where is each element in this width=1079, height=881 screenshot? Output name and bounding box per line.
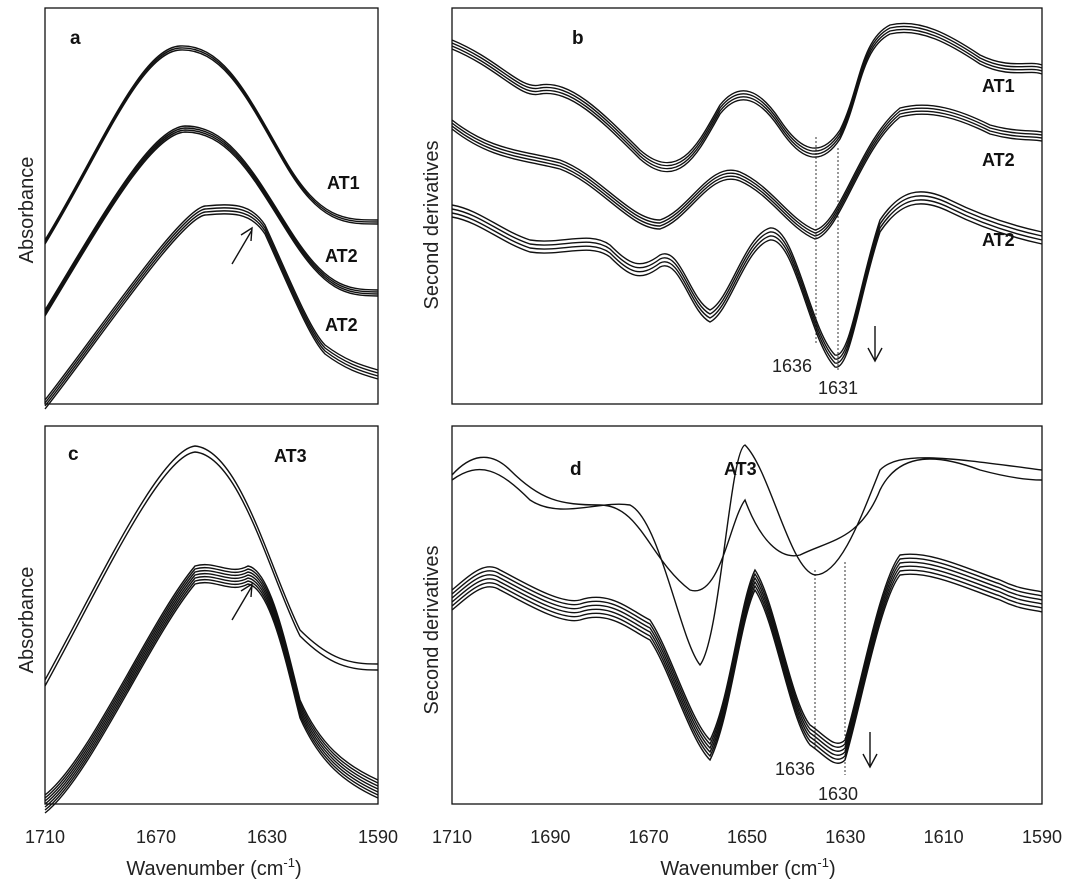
panel-b-letter: b <box>572 28 584 49</box>
panel-d-ylabel: Second derivatives <box>421 546 443 715</box>
right-x-tick-1650: 1650 <box>727 827 767 847</box>
right-x-tick-1710: 1710 <box>432 827 472 847</box>
panel-b-down-arrow <box>867 326 883 363</box>
left-x-tick-1670: 1670 <box>136 827 176 847</box>
panel-a-at2-upper-curve-0 <box>44 125 379 311</box>
panel-d-down-arrow <box>862 732 878 769</box>
panel-b-at1-curve-2 <box>451 28 1043 170</box>
panel-b-at2-lower-curve-3 <box>451 203 1043 368</box>
panel-d-xlabel: Wavenumber (cm-1) <box>660 855 835 880</box>
panel-c-top-curve-1 <box>44 451 379 687</box>
left-x-tick-1710: 1710 <box>25 827 65 847</box>
panel-c-bottom-curve-5 <box>44 578 379 811</box>
panel-b-label-at2-upper: AT2 <box>982 150 1015 170</box>
panel-c-bottom-curve-0 <box>44 563 379 796</box>
panel-a-at1-curve-0 <box>44 45 379 241</box>
panel-b-frame <box>451 7 1043 405</box>
panel-a-label-at1: AT1 <box>327 173 360 193</box>
panel-d-bottom-curve-0 <box>451 553 1043 744</box>
panel-b-at2-lower-curve-1 <box>451 195 1043 360</box>
panel-b-label-at2-lower: AT2 <box>982 230 1015 250</box>
panel-b-at1-curve-3 <box>451 31 1043 173</box>
panel-d-label-at3: AT3 <box>724 459 757 479</box>
panel-b-label-at1: AT1 <box>982 76 1015 96</box>
panel-b-at2-upper-curve-0 <box>451 104 1043 231</box>
panel-d-bottom-curve-1 <box>451 557 1043 748</box>
panel-d-top-curve-0 <box>451 456 1043 592</box>
panel-b-peak-1636: 1636 <box>772 356 812 376</box>
panel-a-at1-curve-1 <box>44 47 379 243</box>
x-tick-labels: 1710 1670 1630 1590 1710 1690 1670 1650 1630 1610… <box>25 827 1062 847</box>
panel-d-peak-1630: 1630 <box>818 784 858 804</box>
panel-d-bottom-curve-2 <box>451 561 1043 752</box>
panel-a-at2-lower-curve-2 <box>44 210 379 407</box>
panel-c-xlabel: Wavenumber (cm-1) <box>126 855 301 880</box>
panel-a-label-at2-lower: AT2 <box>325 315 358 335</box>
panel-d-letter: d <box>570 459 582 480</box>
panel-a-at2-lower-curve-0 <box>44 204 379 401</box>
panel-d-bottom-curve-4 <box>451 569 1043 760</box>
panel-c-bottom-curve-6 <box>44 581 379 814</box>
panel-b-at1-curve-0 <box>451 22 1043 164</box>
panel-c-frame <box>44 425 379 805</box>
right-x-tick-1610: 1610 <box>924 827 964 847</box>
left-x-tick-1590: 1590 <box>358 827 398 847</box>
panel-a-at2-upper-curve-2 <box>44 129 379 315</box>
panel-a-at2-upper-curve-3 <box>44 131 379 317</box>
left-x-tick-1630: 1630 <box>247 827 287 847</box>
panel-c-bottom-curve-4 <box>44 575 379 808</box>
panel-b-ylabel: Second derivatives <box>421 141 443 310</box>
panel-a-at2-lower-curve-3 <box>44 213 379 410</box>
panel-a-at2-upper-curve-1 <box>44 127 379 313</box>
panel-b-at2-lower-curve-0 <box>451 191 1043 356</box>
panel-c-label-at3: AT3 <box>274 446 307 466</box>
spectral-curves <box>44 22 1043 814</box>
right-x-tick-1690: 1690 <box>530 827 570 847</box>
panel-a-ylabel: Absorbance <box>16 157 38 264</box>
panel-a-frame <box>44 7 379 405</box>
right-x-tick-1590: 1590 <box>1022 827 1062 847</box>
panel-a-at1-curve-2 <box>44 49 379 245</box>
panel-b-at2-upper-curve-2 <box>451 110 1043 237</box>
panel-d-bottom-curve-3 <box>451 565 1043 756</box>
panel-c-bottom-curve-2 <box>44 569 379 802</box>
panel-c-top-curve-0 <box>44 445 379 681</box>
panel-d-frame <box>451 425 1043 805</box>
panel-d-peak-1636: 1636 <box>775 759 815 779</box>
panel-b-at2-upper-curve-1 <box>451 107 1043 234</box>
panel-b-at2-lower-curve-2 <box>451 199 1043 364</box>
panel-c-letter: c <box>68 444 79 465</box>
panel-b-peak-1631: 1631 <box>818 378 858 398</box>
right-x-tick-1670: 1670 <box>629 827 669 847</box>
panel-b-at1-curve-1 <box>451 25 1043 167</box>
panel-d-bottom-curve-5 <box>451 573 1043 764</box>
panel-a-label-at2-upper: AT2 <box>325 246 358 266</box>
panel-d-top-curve-1 <box>451 444 1043 667</box>
right-x-tick-1630: 1630 <box>825 827 865 847</box>
panel-a-arrow <box>231 226 253 265</box>
panel-c-ylabel: Absorbance <box>16 567 38 674</box>
panel-b-at2-upper-curve-3 <box>451 113 1043 240</box>
panel-c-bottom-curve-3 <box>44 572 379 805</box>
panel-a-at2-lower-curve-1 <box>44 207 379 404</box>
panel-c-bottom-curve-1 <box>44 566 379 799</box>
panel-a-letter: a <box>70 28 81 49</box>
panel-c-arrow <box>231 582 253 621</box>
